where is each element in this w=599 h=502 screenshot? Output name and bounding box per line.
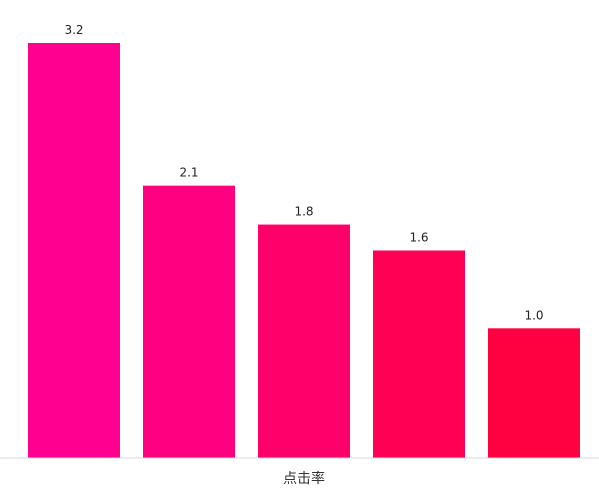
bar-value-label-3: 1.8 (294, 205, 313, 219)
bar-5 (488, 328, 580, 458)
bar-value-label-1: 3.2 (64, 23, 83, 37)
bar-2 (143, 185, 235, 458)
x-axis-title: 点击率 (283, 470, 325, 487)
bar-value-label-5: 1.0 (524, 308, 543, 322)
bar-value-label-4: 1.6 (409, 231, 428, 245)
bar-value-label-2: 2.1 (179, 166, 198, 180)
bars-layer (28, 43, 580, 458)
bar-1 (28, 43, 120, 458)
bar-4 (373, 250, 465, 458)
value-labels-layer: 3.2 2.1 1.8 1.6 1.0 (64, 23, 543, 322)
bar-3 (258, 224, 350, 458)
